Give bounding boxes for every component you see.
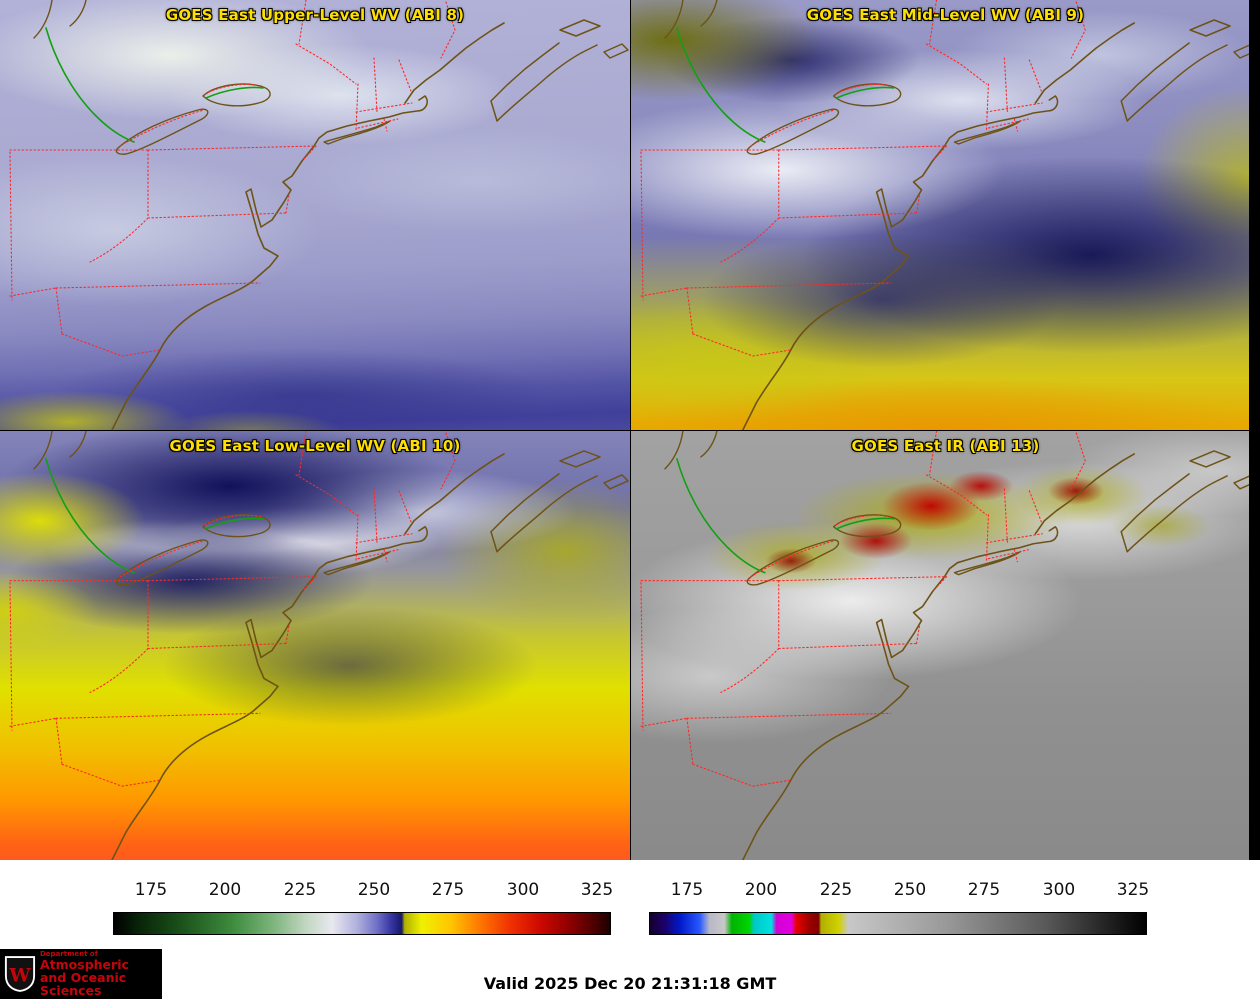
tick-label: 200 [208,880,242,900]
logo-text: Department of Atmospheric and Oceanic Sc… [40,949,158,999]
footer: 175 200 225 250 275 300 325 175 200 225 … [0,860,1260,999]
panel-ir[interactable]: GOES East IR (ABI 13) [630,430,1260,860]
tick-label: 325 [1116,880,1150,900]
tick-label: 250 [357,880,391,900]
tick-label: 225 [283,880,317,900]
satellite-imagery-abi10 [0,431,630,860]
uw-aos-logo[interactable]: W Department of Atmospheric and Oceanic … [0,949,162,999]
tick-label: 175 [134,880,168,900]
tick-label: 300 [1042,880,1076,900]
tick-label: 200 [744,880,778,900]
wv-colorbar [113,912,611,935]
wv-colorbar-ticks: 175 200 225 250 275 300 325 [113,878,614,906]
uw-crest-icon: W [4,956,36,992]
satellite-imagery-abi8 [0,0,630,430]
tick-label: 225 [819,880,853,900]
map-overlay [9,431,629,860]
crest-letter: W [8,965,31,987]
ir-colorbar-group: 175 200 225 250 275 300 325 [649,878,1150,935]
panel-low-level-wv[interactable]: GOES East Low-Level WV (ABI 10) [0,430,630,860]
tick-label: 250 [893,880,927,900]
logo-line-2: and Oceanic Sciences [40,970,127,999]
satellite-imagery-abi9 [631,0,1260,430]
no-data-edge-strip [1249,431,1260,860]
tick-label: 275 [967,880,1001,900]
panel-mid-level-wv[interactable]: GOES East Mid-Level WV (ABI 9) [630,0,1260,430]
valid-timestamp: Valid 2025 Dec 20 21:31:18 GMT [483,974,777,993]
logo-line-1: Atmospheric [40,956,129,972]
tick-label: 300 [506,880,540,900]
tick-label: 325 [580,880,614,900]
wv-colorbar-group: 175 200 225 250 275 300 325 [113,878,614,935]
tick-label: 275 [431,880,465,900]
quadrant-grid: GOES East Upper-Level WV (ABI 8) GOES Ea… [0,0,1260,860]
ir-colorbar-ticks: 175 200 225 250 275 300 325 [649,878,1150,906]
map-overlay [640,431,1259,860]
tick-label: 175 [670,880,704,900]
ir-colorbar [649,912,1147,935]
map-overlay [9,0,629,430]
no-data-edge-strip [1249,0,1260,430]
logo-dept-line: Department of [40,949,98,958]
satellite-imagery-abi13 [631,431,1260,860]
panel-upper-level-wv[interactable]: GOES East Upper-Level WV (ABI 8) [0,0,630,430]
map-overlay [640,0,1259,430]
